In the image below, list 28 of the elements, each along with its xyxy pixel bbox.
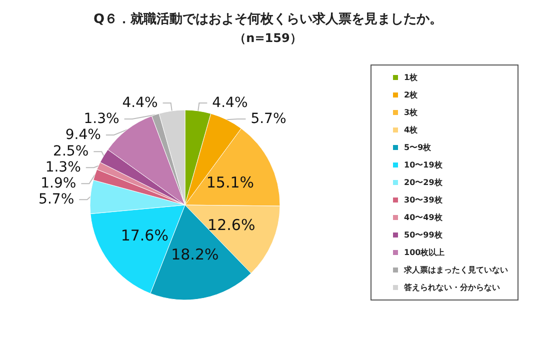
data-label: 4.4% — [212, 94, 248, 111]
data-label: 4.4% — [122, 94, 158, 111]
legend-label: 100枚以上 — [404, 248, 445, 257]
legend-label: 50〜99枚 — [404, 230, 444, 240]
data-label: 5.7% — [38, 192, 74, 208]
legend-label: 20〜29枚 — [404, 178, 444, 187]
data-label: 12.6% — [208, 216, 256, 234]
chart-subtitle: （n=159） — [234, 31, 302, 45]
data-label: 15.1% — [206, 173, 254, 192]
data-label: 9.4% — [65, 126, 101, 143]
data-label: 2.5% — [53, 144, 89, 160]
legend-label: 5〜9枚 — [404, 143, 432, 152]
chart-title: Q６．就職活動ではおよそ何枚くらい求人票を見ましたか。 — [93, 11, 443, 27]
data-label: 18.2% — [171, 246, 219, 264]
legend-label: 求人票はまったく見ていない — [403, 266, 508, 274]
legend-label: 4枚 — [404, 126, 419, 134]
data-label: 5.7% — [250, 110, 286, 127]
legend-label: 40〜49枚 — [404, 213, 444, 222]
legend-label: 1枚 — [404, 73, 419, 82]
data-label: 1.3% — [45, 160, 81, 176]
data-label: 1.3% — [84, 110, 120, 127]
legend-label: 2枚 — [404, 90, 419, 100]
data-label: 17.6% — [120, 226, 168, 244]
legend-label: 30〜39枚 — [404, 196, 444, 204]
legend-label: 10〜19枚 — [404, 160, 444, 170]
legend-label: 答えられない・分からない — [403, 283, 500, 292]
data-label: 1.9% — [40, 176, 76, 192]
legend-label: 3枚 — [404, 108, 419, 117]
